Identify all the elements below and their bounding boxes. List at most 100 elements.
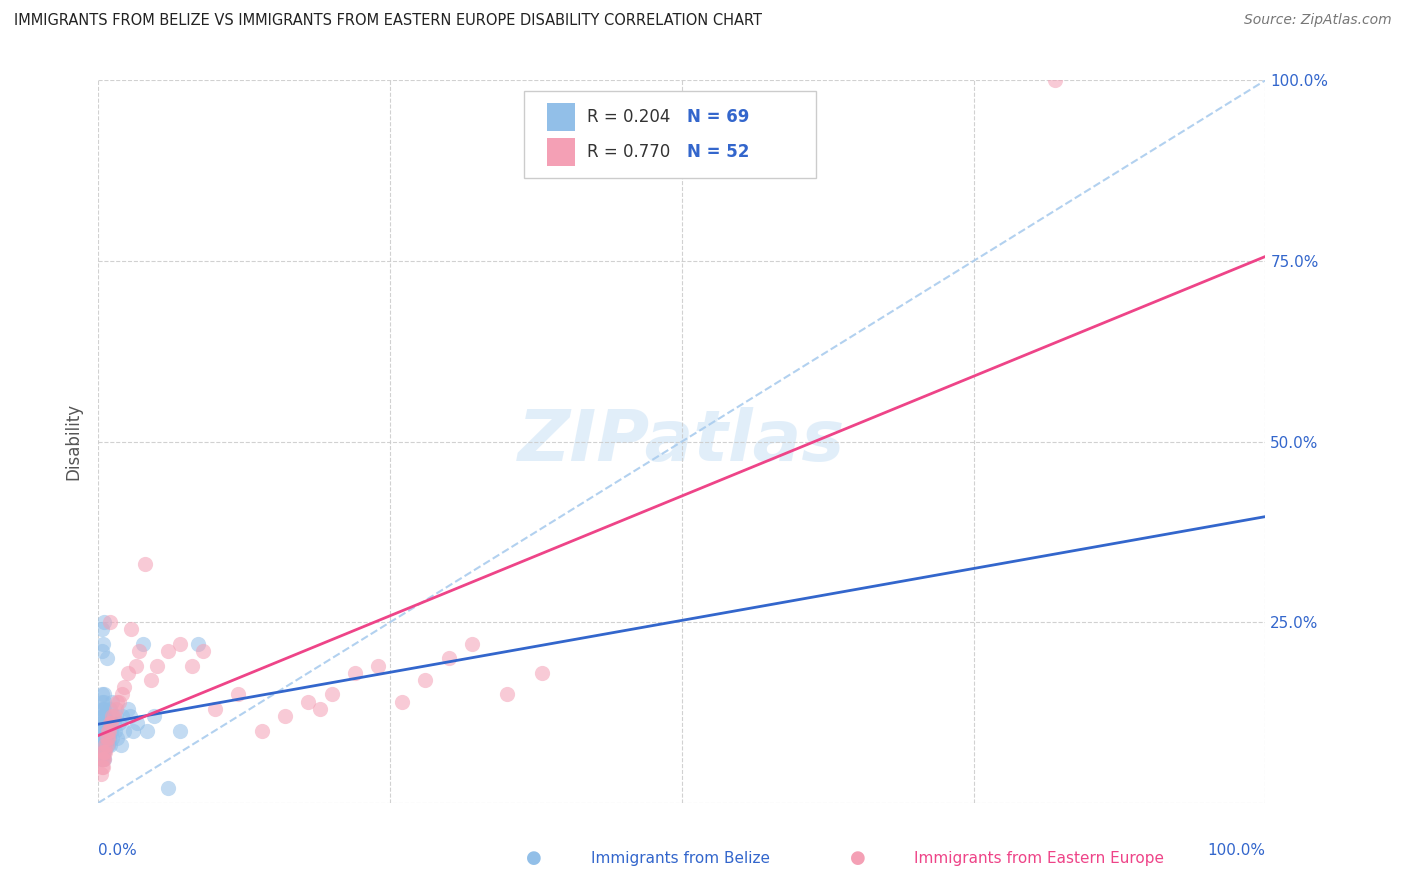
- Point: [125, 716, 148, 731]
- Point: [97, 723, 120, 738]
- Point: [91, 760, 114, 774]
- Point: [91, 702, 114, 716]
- Point: [437, 651, 460, 665]
- Point: [204, 702, 226, 716]
- Point: [101, 731, 124, 745]
- Point: [104, 709, 127, 723]
- Point: [103, 716, 125, 731]
- Point: [94, 745, 117, 759]
- Point: [93, 723, 115, 738]
- Point: [413, 673, 436, 687]
- Point: [90, 752, 112, 766]
- Point: [146, 658, 169, 673]
- Point: [91, 709, 114, 723]
- Point: [105, 731, 128, 745]
- Point: [93, 702, 115, 716]
- Point: [1045, 73, 1067, 87]
- Point: [94, 723, 117, 738]
- Point: [122, 723, 145, 738]
- Point: [110, 738, 132, 752]
- Point: [97, 731, 120, 745]
- Point: [98, 702, 121, 716]
- Point: [274, 709, 297, 723]
- Point: [97, 723, 120, 738]
- Point: [96, 716, 118, 731]
- Point: [118, 709, 141, 723]
- Point: [228, 687, 250, 701]
- Point: [193, 644, 215, 658]
- Point: [143, 709, 166, 723]
- Text: N = 69: N = 69: [686, 108, 749, 126]
- Point: [93, 738, 115, 752]
- Point: [90, 623, 112, 637]
- Point: [93, 731, 115, 745]
- Point: [91, 738, 114, 752]
- Point: [91, 731, 114, 745]
- Point: [90, 767, 112, 781]
- Point: [91, 716, 114, 731]
- Point: [96, 731, 118, 745]
- Point: [91, 752, 114, 766]
- Point: [117, 665, 139, 680]
- Text: Source: ZipAtlas.com: Source: ZipAtlas.com: [1244, 13, 1392, 28]
- FancyBboxPatch shape: [524, 91, 815, 178]
- Point: [111, 687, 134, 701]
- Point: [93, 695, 115, 709]
- Point: [187, 637, 209, 651]
- Point: [180, 658, 202, 673]
- Point: [98, 738, 121, 752]
- Point: [90, 709, 112, 723]
- Point: [90, 723, 112, 738]
- Point: [134, 558, 156, 572]
- Text: N = 52: N = 52: [686, 143, 749, 161]
- FancyBboxPatch shape: [547, 103, 575, 131]
- Point: [100, 716, 122, 731]
- Point: [91, 637, 114, 651]
- Point: [391, 695, 413, 709]
- Text: 0.0%: 0.0%: [98, 843, 138, 857]
- Point: [461, 637, 484, 651]
- Point: [97, 716, 120, 731]
- Text: Immigrants from Belize: Immigrants from Belize: [591, 851, 769, 865]
- Point: [93, 752, 115, 766]
- Point: [111, 709, 134, 723]
- Text: IMMIGRANTS FROM BELIZE VS IMMIGRANTS FROM EASTERN EUROPE DISABILITY CORRELATION : IMMIGRANTS FROM BELIZE VS IMMIGRANTS FRO…: [14, 13, 762, 29]
- Point: [108, 716, 131, 731]
- Point: [91, 723, 114, 738]
- Point: [101, 709, 124, 723]
- Point: [100, 723, 122, 738]
- Point: [93, 752, 115, 766]
- Text: 100.0%: 100.0%: [1208, 843, 1265, 857]
- Text: R = 0.204: R = 0.204: [588, 108, 671, 126]
- Point: [98, 615, 121, 630]
- Point: [136, 723, 159, 738]
- Point: [93, 745, 115, 759]
- Point: [112, 680, 135, 694]
- Point: [101, 695, 124, 709]
- FancyBboxPatch shape: [547, 137, 575, 167]
- Point: [344, 665, 367, 680]
- Point: [94, 738, 117, 752]
- Point: [93, 716, 115, 731]
- Point: [94, 738, 117, 752]
- Point: [297, 695, 319, 709]
- Point: [120, 623, 142, 637]
- Point: [105, 695, 128, 709]
- Text: ●: ●: [526, 849, 543, 867]
- Point: [321, 687, 343, 701]
- Point: [96, 738, 118, 752]
- Point: [93, 709, 115, 723]
- Text: R = 0.770: R = 0.770: [588, 143, 671, 161]
- Point: [96, 651, 118, 665]
- Text: ZIPatlas: ZIPatlas: [519, 407, 845, 476]
- Point: [90, 738, 112, 752]
- Point: [93, 687, 115, 701]
- Point: [90, 731, 112, 745]
- Point: [90, 695, 112, 709]
- Point: [90, 752, 112, 766]
- Point: [90, 752, 112, 766]
- Point: [97, 731, 120, 745]
- Point: [96, 731, 118, 745]
- Point: [103, 709, 125, 723]
- Point: [90, 760, 112, 774]
